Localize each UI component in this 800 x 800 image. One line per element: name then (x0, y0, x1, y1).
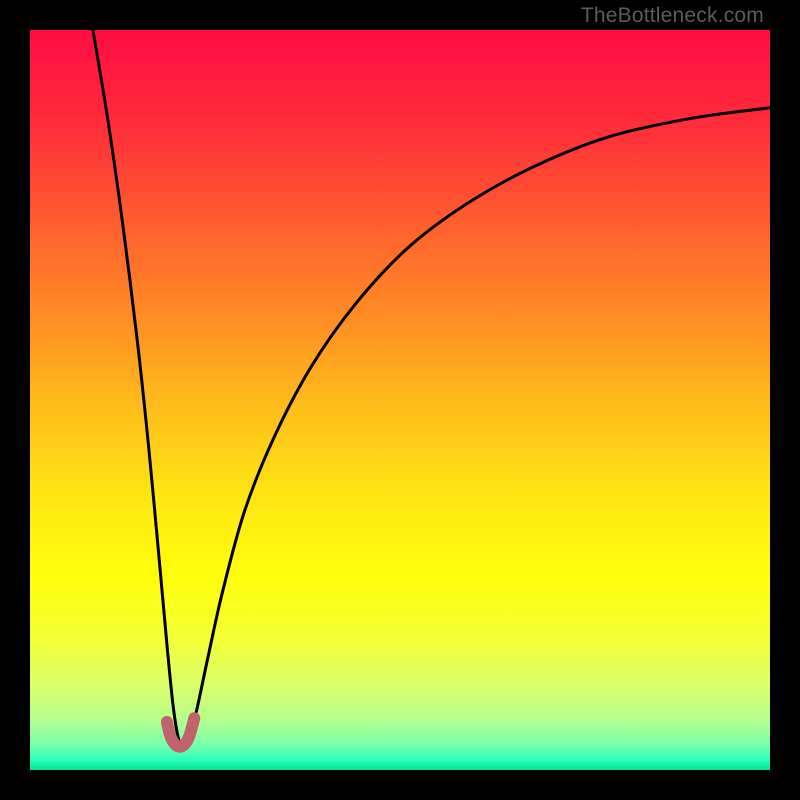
bottleneck-curve (93, 30, 770, 744)
curve-dip-highlight (167, 718, 194, 746)
curve-layer (30, 30, 770, 770)
plot-area (30, 30, 770, 770)
source-watermark: TheBottleneck.com (581, 4, 764, 28)
chart-frame: TheBottleneck.com (0, 0, 800, 800)
